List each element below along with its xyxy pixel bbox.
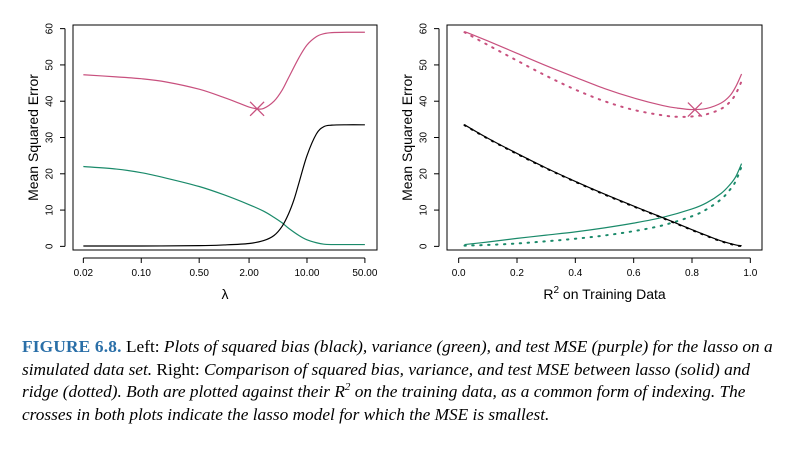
caption-segment-1: Plots of squared bias (black), variance … xyxy=(22,337,773,379)
plot-frame xyxy=(446,24,763,251)
series-variance-solid-line xyxy=(464,163,743,246)
min-mse-cross-marker xyxy=(249,101,265,117)
y-tick-label: 10 xyxy=(419,204,430,216)
caption-left-lead: Left: xyxy=(125,337,160,356)
x-axis-title-rest: on Training Data xyxy=(559,286,666,302)
y-tick-label: 60 xyxy=(45,23,56,35)
x-tick-label: 2.00 xyxy=(239,268,259,279)
left-panel-chart: 0.02 0.10 0.50 2.00 10.00 50.00 0 10 20 30 40 50 60 M… xyxy=(25,23,378,302)
y-tick-label: 30 xyxy=(419,132,430,144)
x-axis-title: λ xyxy=(222,286,229,302)
x-tick-label: 0.02 xyxy=(74,268,94,279)
series-mse-dotted-line xyxy=(463,31,743,118)
series-bias-solid-line xyxy=(83,124,365,247)
series-variance-dotted-line xyxy=(463,165,743,247)
y-tick-label: 0 xyxy=(45,243,56,249)
caption-figure-label: FIGURE 6.8. xyxy=(22,337,122,356)
caption-r2-base: R xyxy=(334,382,345,402)
x-tick-label: 0.10 xyxy=(132,268,152,279)
x-tick-label: 10.00 xyxy=(294,268,319,279)
y-tick-label: 40 xyxy=(419,95,430,107)
y-tick-label: 60 xyxy=(419,23,430,35)
x-axis-title: R2 on Training Data xyxy=(543,285,666,302)
x-tick-label: 0.2 xyxy=(510,268,524,279)
y-tick-label: 10 xyxy=(45,204,56,216)
caption-segment-3: on the training data, as a common form o… xyxy=(22,382,746,424)
x-axis-title-base: R xyxy=(543,286,553,302)
y-tick-label: 20 xyxy=(419,168,430,180)
y-tick-label: 50 xyxy=(45,59,56,71)
caption-r2-sup: 2 xyxy=(344,381,351,394)
caption-right-lead: Right: xyxy=(156,359,200,379)
y-axis-title: Mean Squared Error xyxy=(399,74,415,201)
x-tick-label: 0.50 xyxy=(189,268,209,279)
x-tick-label: 0.8 xyxy=(685,268,699,279)
y-tick-label: 50 xyxy=(419,59,430,71)
y-tick-label: 30 xyxy=(45,132,56,144)
plot-frame xyxy=(72,24,378,251)
x-tick-label: 0.6 xyxy=(627,268,641,279)
y-tick-label: 20 xyxy=(45,168,56,180)
y-tick-label: 0 xyxy=(419,243,430,249)
x-tick-label: 0.4 xyxy=(568,268,582,279)
caption-r2: R2 xyxy=(334,382,350,401)
x-tick-label: 0.0 xyxy=(452,268,466,279)
x-tick-label: 1.0 xyxy=(743,268,757,279)
series-variance-solid-line xyxy=(83,165,365,246)
x-axis-title-sup: 2 xyxy=(553,285,559,296)
series-bias-solid-line xyxy=(464,124,742,247)
caption-segment-2: Comparison of squared bias, variance, an… xyxy=(22,359,751,402)
series-mse-solid-line xyxy=(83,31,365,110)
series-mse-solid-line xyxy=(464,30,743,111)
y-tick-label: 40 xyxy=(45,95,56,107)
min-mse-cross-marker xyxy=(687,102,703,118)
y-axis-title: Mean Squared Error xyxy=(25,74,41,201)
right-panel-chart: 0.0 0.2 0.4 0.6 0.8 1.0 0 10 20 30 40 50 60 Mean Squa… xyxy=(399,23,763,302)
x-tick-label: 50.00 xyxy=(352,268,377,279)
figure-caption: FIGURE 6.8. Left: Plots of squared bias … xyxy=(22,336,774,426)
